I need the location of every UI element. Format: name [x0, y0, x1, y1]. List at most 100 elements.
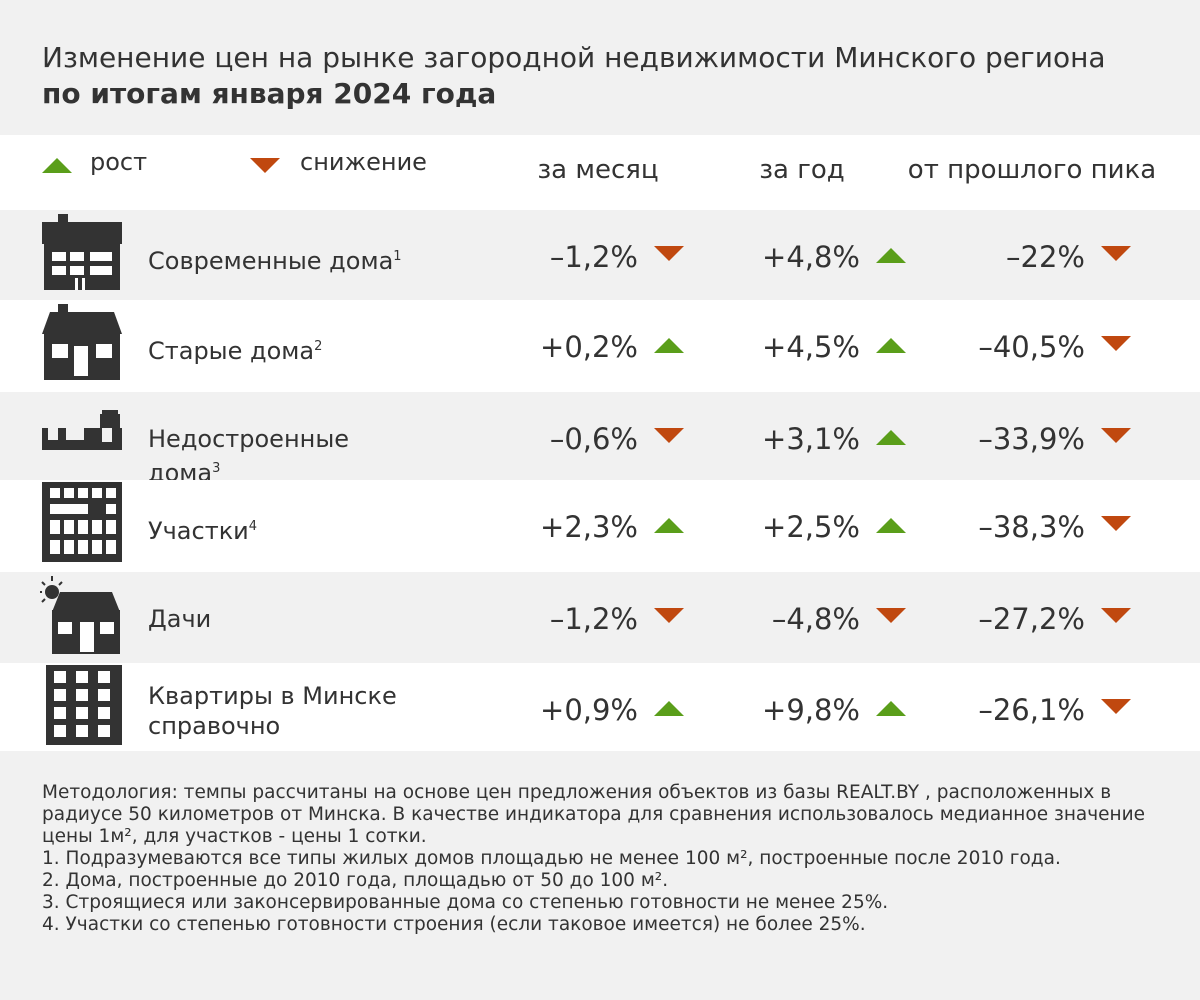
icon [46, 665, 122, 745]
trend-arrow-shape [654, 338, 684, 353]
table-row: Квартиры в Минске справочно +0,9% +9,8% –26… [0, 663, 1200, 751]
legend-down-arrow [250, 158, 280, 173]
value: +2,3% [540, 510, 638, 544]
trend-arrow [876, 430, 906, 446]
row-label-text: Дачи [148, 605, 212, 633]
footer: Методология: темпы рассчитаны на основе … [42, 782, 1162, 936]
subtitle: по итогам января 2024 года [42, 77, 497, 110]
trend-arrow-shape [654, 608, 684, 623]
row-label-text: Современные дома [148, 247, 394, 275]
column-header: за год [759, 155, 845, 185]
icon [42, 214, 122, 290]
trend-arrow-shape [654, 701, 684, 716]
row-label: Участки4 [148, 512, 257, 546]
trend-arrow-shape [654, 428, 684, 443]
trend-arrow-shape [1101, 699, 1131, 714]
trend-arrow [876, 518, 906, 534]
value: +9,8% [762, 693, 860, 727]
footnote: 1. Подразумеваются все типы жилых домов … [42, 848, 1061, 869]
value: –1,2% [549, 602, 638, 636]
trend-arrow-shape [654, 518, 684, 533]
table-row: Старые дома2 +0,2% +4,5% –40,5% [0, 300, 1200, 392]
legend-up-arrow [42, 158, 72, 173]
row-label: Недостроенные дома3 [148, 424, 428, 488]
legend-up: рост [90, 148, 148, 176]
footnote-mark: 4 [248, 519, 258, 534]
trend-arrow-shape [1101, 246, 1131, 261]
row-icon [42, 665, 122, 745]
value: –0,6% [549, 422, 638, 456]
row-label: Современные дома1 [148, 242, 402, 276]
trend-arrow [654, 608, 684, 624]
value: –1,2% [549, 240, 638, 274]
row-label-text: Старые дома [148, 337, 315, 365]
trend-arrow [1101, 699, 1131, 715]
column-header: от прошлого пика [907, 155, 1157, 185]
value: –38,3% [978, 510, 1085, 544]
trend-arrow [654, 518, 684, 534]
icon [42, 482, 122, 562]
footnote-mark: 3 [212, 461, 221, 476]
trend-arrow-shape [876, 248, 906, 263]
icon [40, 576, 120, 654]
trend-arrow-shape [876, 701, 906, 716]
value: –33,9% [978, 422, 1085, 456]
legend-down: снижение [300, 148, 427, 176]
value: –27,2% [978, 602, 1085, 636]
footnote-mark: 1 [393, 249, 402, 264]
methodology: Методология: темпы рассчитаны на основе … [42, 782, 1146, 847]
row-icon [42, 302, 122, 382]
title: Изменение цен на рынке загородной недвиж… [42, 41, 1106, 74]
row-label: Квартиры в Минске справочно [148, 681, 428, 741]
table-row: Недостроенные дома3 –0,6% +3,1% –33,9% [0, 392, 1200, 487]
footnote: 4. Участки со степенью готовности строен… [42, 914, 866, 935]
trend-arrow-shape [876, 430, 906, 445]
trend-arrow [1101, 516, 1131, 532]
footnote-mark: 2 [314, 339, 323, 354]
table-row: Дачи –1,2% –4,8% –27,2% [0, 572, 1200, 663]
value: +4,8% [762, 240, 860, 274]
trend-arrow [876, 338, 906, 354]
trend-arrow [654, 246, 684, 262]
value: +0,9% [540, 693, 638, 727]
value: –4,8% [771, 602, 860, 636]
trend-arrow [876, 701, 906, 717]
legend-band [0, 135, 1200, 210]
trend-arrow-shape [876, 338, 906, 353]
footnote: 2. Дома, построенные до 2010 года, площа… [42, 870, 669, 891]
trend-arrow-shape [1101, 608, 1131, 623]
trend-arrow [1101, 608, 1131, 624]
footnote: 3. Строящиеся или законсервированные дом… [42, 892, 889, 913]
table-row: Участки4 +2,3% +2,5% –38,3% [0, 480, 1200, 572]
value: –22% [1006, 240, 1085, 274]
row-label: Дачи [148, 604, 211, 634]
value: +4,5% [762, 330, 860, 364]
trend-arrow-shape [1101, 428, 1131, 443]
row-label: Старые дома2 [148, 332, 322, 366]
trend-arrow [1101, 428, 1131, 444]
trend-arrow [876, 248, 906, 264]
trend-arrow [1101, 336, 1131, 352]
value: –40,5% [978, 330, 1085, 364]
column-header: за месяц [537, 155, 659, 185]
row-icon [42, 212, 122, 292]
trend-arrow-shape [1101, 516, 1131, 531]
trend-arrow [1101, 246, 1131, 262]
trend-arrow-shape [876, 608, 906, 623]
value: +2,5% [762, 510, 860, 544]
value: +0,2% [540, 330, 638, 364]
icon [42, 304, 122, 380]
trend-arrow [876, 608, 906, 624]
value: –26,1% [978, 693, 1085, 727]
trend-arrow-shape [876, 518, 906, 533]
trend-arrow [654, 701, 684, 717]
row-icon [40, 574, 122, 654]
trend-arrow [654, 338, 684, 354]
trend-arrow-shape [1101, 336, 1131, 351]
row-label-text: Недостроенные дома [148, 425, 350, 487]
trend-arrow [654, 428, 684, 444]
row-label-text: Квартиры в Минске справочно [148, 682, 397, 740]
trend-arrow-shape [654, 246, 684, 261]
icon [42, 410, 122, 450]
